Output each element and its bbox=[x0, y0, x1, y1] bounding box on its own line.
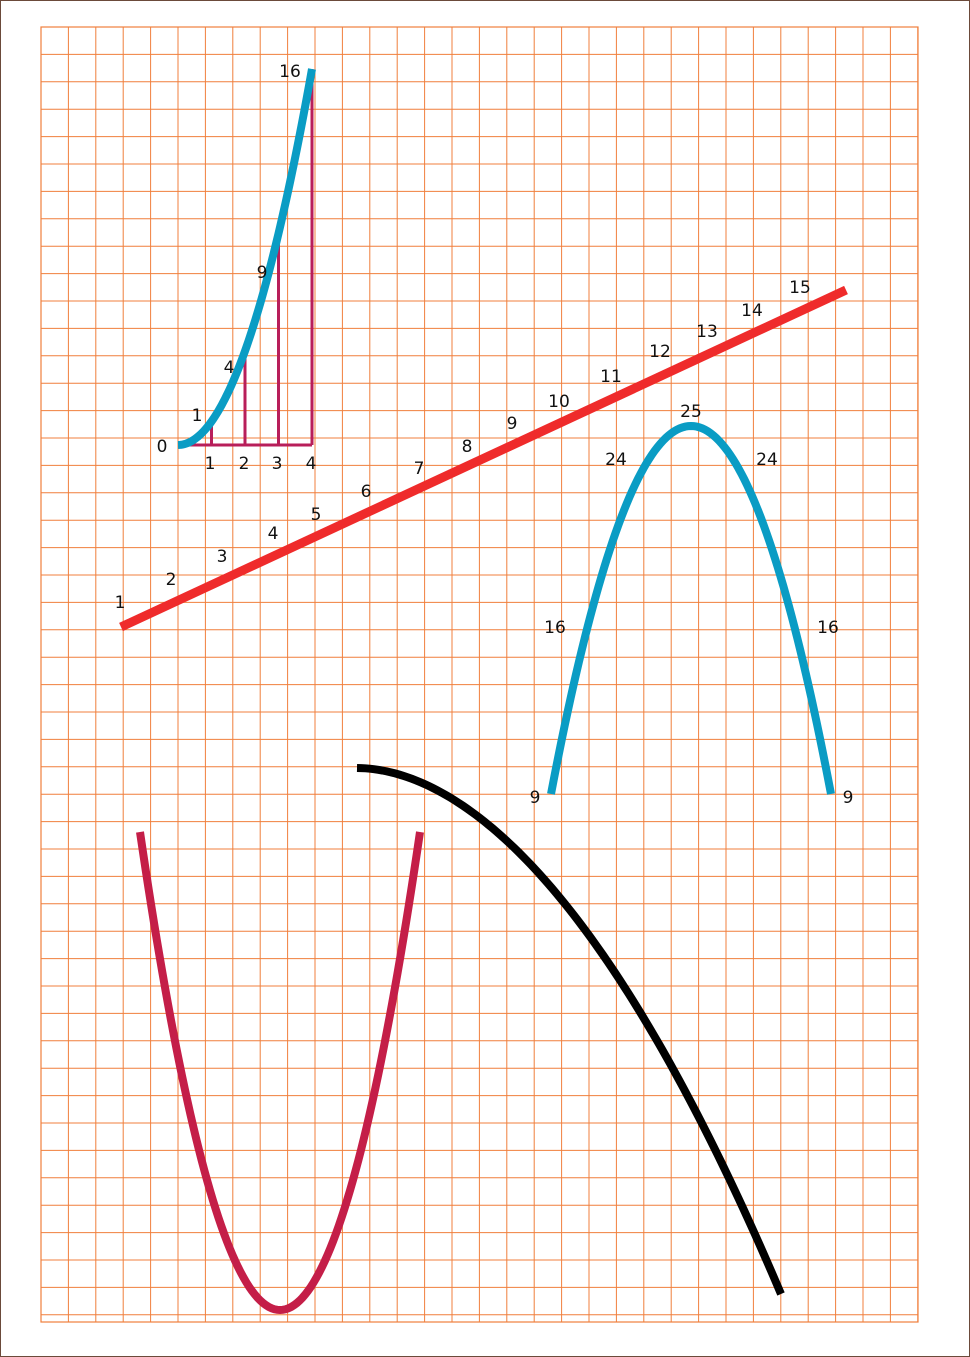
sp-label-9: 9 bbox=[257, 263, 268, 283]
arch-label-bottom-right: 9 bbox=[843, 788, 854, 808]
line-label-5: 5 bbox=[311, 505, 322, 525]
line-label-12: 12 bbox=[649, 342, 671, 362]
arch-label-upper-right: 24 bbox=[756, 450, 778, 470]
arch-label-upper-left: 24 bbox=[605, 450, 627, 470]
inverted-parabola-arch bbox=[547, 421, 835, 795]
small-parabola-drop-lines bbox=[178, 69, 314, 447]
graph-paper-grid bbox=[40, 26, 919, 1323]
line-label-7: 7 bbox=[414, 459, 425, 479]
line-label-14: 14 bbox=[741, 301, 763, 321]
small-parabola-curve bbox=[177, 68, 316, 449]
line-label-6: 6 bbox=[361, 482, 372, 502]
small-parabola-y-labels: 0 1 4 9 16 bbox=[157, 62, 301, 457]
arch-label-mid-left: 16 bbox=[544, 618, 566, 638]
arch-label-bottom-left: 9 bbox=[530, 788, 541, 808]
line-label-8: 8 bbox=[462, 437, 473, 457]
arch-labels: 25 24 24 16 16 9 9 bbox=[530, 402, 854, 808]
straight-line bbox=[119, 285, 848, 632]
sp-label-4: 4 bbox=[224, 358, 235, 378]
arch-label-top: 25 bbox=[680, 402, 702, 422]
sp-label-16: 16 bbox=[279, 62, 301, 82]
sp-x-3: 3 bbox=[272, 454, 283, 474]
sp-label-0: 0 bbox=[157, 437, 168, 457]
u-shaped-parabola bbox=[136, 831, 424, 1315]
arch-label-mid-right: 16 bbox=[817, 618, 839, 638]
line-label-13: 13 bbox=[696, 322, 718, 342]
line-label-2: 2 bbox=[166, 570, 177, 590]
line-label-4: 4 bbox=[268, 524, 279, 544]
small-parabola-x-labels: 1 2 3 4 bbox=[205, 454, 317, 474]
descending-curve bbox=[356, 764, 785, 1296]
line-label-10: 10 bbox=[548, 392, 570, 412]
line-label-9: 9 bbox=[507, 414, 518, 434]
line-label-1: 1 bbox=[115, 593, 126, 613]
sp-x-4: 4 bbox=[306, 454, 317, 474]
straight-line-labels: 1 2 3 4 5 6 7 8 9 10 11 12 13 14 15 bbox=[115, 278, 811, 613]
grid-border bbox=[40, 26, 919, 1323]
sp-label-1: 1 bbox=[192, 406, 203, 426]
sp-x-1: 1 bbox=[205, 454, 216, 474]
line-label-11: 11 bbox=[600, 367, 622, 387]
line-label-3: 3 bbox=[217, 547, 228, 567]
sp-x-2: 2 bbox=[239, 454, 250, 474]
line-label-15: 15 bbox=[789, 278, 811, 298]
